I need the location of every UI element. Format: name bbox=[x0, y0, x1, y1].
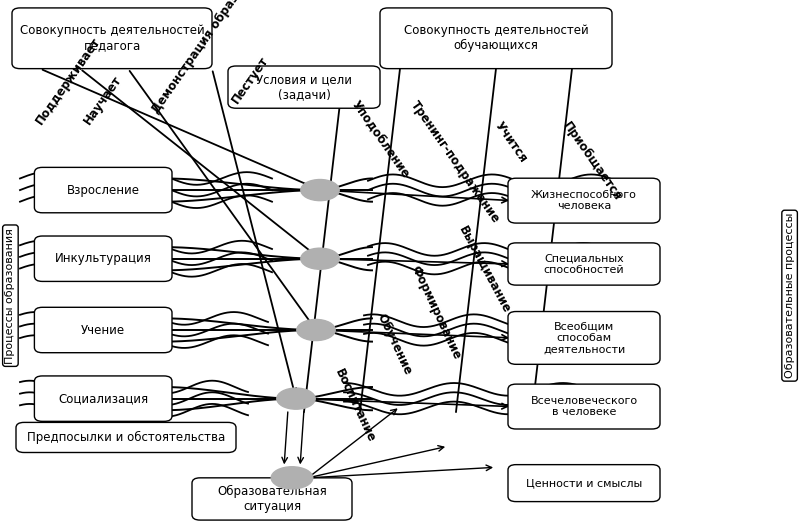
FancyBboxPatch shape bbox=[192, 478, 352, 520]
Text: Совокупность деятельностей
педагога: Совокупность деятельностей педагога bbox=[20, 24, 204, 52]
FancyBboxPatch shape bbox=[508, 312, 660, 364]
FancyBboxPatch shape bbox=[508, 465, 660, 502]
FancyBboxPatch shape bbox=[508, 384, 660, 429]
Text: Ценности и смыслы: Ценности и смыслы bbox=[526, 478, 642, 488]
Text: Совокупность деятельностей
обучающихся: Совокупность деятельностей обучающихся bbox=[404, 24, 588, 52]
Text: Приобщается: Приобщается bbox=[560, 119, 624, 203]
Ellipse shape bbox=[301, 248, 339, 269]
Text: Демонстрация образцов: Демонстрация образцов bbox=[150, 0, 256, 116]
FancyBboxPatch shape bbox=[34, 307, 172, 353]
Text: Уподобление: Уподобление bbox=[348, 98, 411, 181]
Text: Всеобщим
способам
деятельности: Всеобщим способам деятельности bbox=[543, 322, 625, 354]
Text: Научает: Научает bbox=[82, 73, 125, 127]
Ellipse shape bbox=[297, 319, 335, 341]
FancyBboxPatch shape bbox=[508, 178, 660, 223]
Text: Социализация: Социализация bbox=[58, 392, 148, 405]
Text: Жизнеспособного
человека: Жизнеспособного человека bbox=[531, 190, 637, 211]
Text: Условия и цели
(задачи): Условия и цели (задачи) bbox=[256, 73, 352, 101]
Text: Всечеловеческого
в человеке: Всечеловеческого в человеке bbox=[530, 396, 638, 417]
Text: Обучение: Обучение bbox=[374, 312, 414, 377]
Text: Выращивание: Выращивание bbox=[456, 223, 513, 315]
Text: Тренинг-подражание: Тренинг-подражание bbox=[408, 98, 502, 225]
FancyBboxPatch shape bbox=[228, 66, 380, 108]
Text: Образовательная
ситуация: Образовательная ситуация bbox=[217, 485, 327, 513]
FancyBboxPatch shape bbox=[380, 8, 612, 69]
FancyBboxPatch shape bbox=[16, 422, 236, 452]
Ellipse shape bbox=[277, 388, 315, 409]
FancyBboxPatch shape bbox=[508, 243, 660, 285]
Ellipse shape bbox=[271, 467, 313, 489]
Text: Учится: Учится bbox=[492, 119, 530, 165]
FancyBboxPatch shape bbox=[12, 8, 212, 69]
Text: Процессы образования: Процессы образования bbox=[6, 228, 15, 364]
Text: Учение: Учение bbox=[81, 324, 126, 336]
FancyBboxPatch shape bbox=[34, 236, 172, 281]
Text: Поддерживает: Поддерживает bbox=[34, 34, 103, 127]
FancyBboxPatch shape bbox=[34, 376, 172, 421]
Text: Формирование: Формирование bbox=[408, 264, 463, 362]
Text: Специальных
способностей: Специальных способностей bbox=[544, 253, 624, 275]
Text: Пестует: Пестует bbox=[230, 53, 271, 106]
Text: Инкультурация: Инкультурация bbox=[54, 252, 152, 265]
Ellipse shape bbox=[301, 180, 339, 201]
Text: Воспитание: Воспитание bbox=[332, 367, 378, 445]
Text: Взросление: Взросление bbox=[66, 184, 140, 196]
FancyBboxPatch shape bbox=[34, 167, 172, 213]
Text: Образовательные процессы: Образовательные процессы bbox=[785, 213, 794, 379]
Text: Предпосылки и обстоятельства: Предпосылки и обстоятельства bbox=[27, 431, 225, 444]
